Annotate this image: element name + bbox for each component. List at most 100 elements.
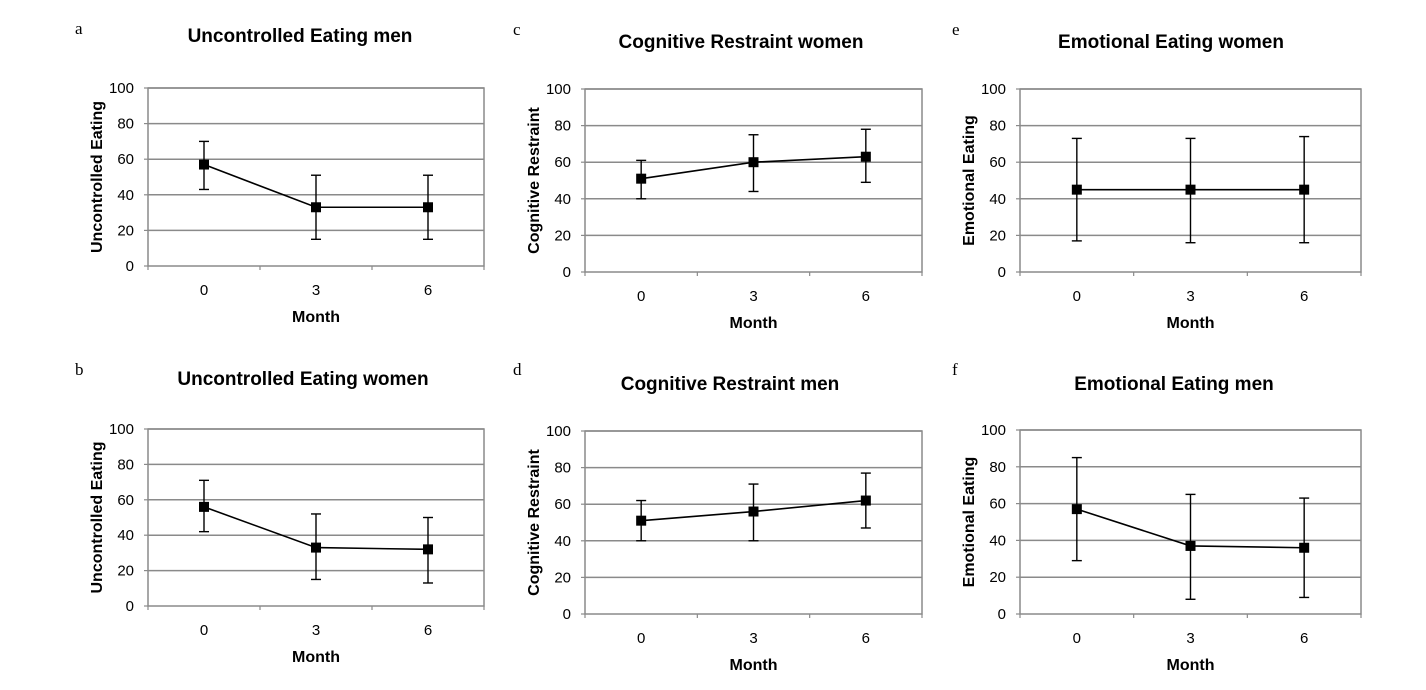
x-axis-label: Month (1167, 315, 1215, 332)
y-tick-label: 40 (554, 533, 571, 550)
y-axis-label: Emotional Eating (961, 457, 978, 588)
y-tick-label: 20 (117, 563, 134, 580)
panel-letter: b (75, 360, 84, 379)
x-axis-label: Month (292, 309, 340, 326)
y-tick-label: 80 (117, 116, 134, 133)
y-tick-label: 0 (126, 598, 134, 615)
chart-title: Uncontrolled Eating men (188, 26, 413, 47)
x-tick-label: 0 (637, 288, 645, 305)
panel-letter: a (75, 19, 83, 38)
data-point-marker (1185, 540, 1196, 551)
x-tick-label: 0 (200, 282, 208, 299)
x-tick-label: 0 (200, 622, 208, 639)
x-tick-label: 6 (424, 282, 432, 299)
x-tick-label: 3 (1186, 288, 1194, 305)
x-axis-label: Month (292, 649, 340, 666)
x-tick-label: 3 (1186, 630, 1194, 647)
chart-panel-f: f Emotional Eating men 0 20 40 60 80 100 0 3 6 Mont… (952, 360, 1362, 674)
data-point-marker (860, 495, 871, 506)
chart-title: Uncontrolled Eating women (177, 369, 428, 390)
x-axis-label: Month (730, 657, 778, 674)
chart-panel-d: d Cognitive Restraint men 0 20 40 60 80 100 0 3 6 M… (513, 360, 923, 674)
x-tick-label: 3 (312, 622, 320, 639)
y-tick-label: 60 (989, 496, 1006, 513)
y-tick-label: 60 (117, 492, 134, 509)
data-point-marker (636, 173, 647, 184)
y-axis-label: Uncontrolled Eating (89, 101, 106, 253)
chart-panel-e: e Emotional Eating women 0 20 40 60 80 100 0 3 6 Mo… (952, 20, 1362, 332)
x-tick-label: 0 (637, 630, 645, 647)
x-axis-label: Month (1167, 657, 1215, 674)
y-axis-label: Uncontrolled Eating (89, 442, 106, 594)
data-point-marker (748, 157, 759, 168)
y-tick-label: 0 (563, 264, 571, 281)
x-tick-label: 6 (862, 288, 870, 305)
y-tick-label: 80 (989, 118, 1006, 135)
y-tick-label: 100 (109, 421, 134, 438)
x-tick-label: 3 (749, 288, 757, 305)
data-point-marker (199, 159, 209, 170)
y-tick-label: 80 (989, 459, 1006, 476)
y-axis-label: Emotional Eating (961, 115, 978, 246)
x-tick-label: 6 (1300, 630, 1308, 647)
y-tick-label: 0 (126, 258, 134, 275)
y-tick-label: 20 (554, 227, 571, 244)
y-tick-label: 40 (989, 191, 1006, 208)
x-axis-label: Month (730, 315, 778, 332)
data-point-marker (636, 515, 647, 526)
y-axis-label: Cognitive Restraint (526, 106, 543, 253)
y-tick-label: 80 (554, 460, 571, 477)
y-tick-label: 20 (554, 569, 571, 586)
panel-letter: e (952, 20, 960, 39)
y-tick-label: 20 (117, 222, 134, 239)
x-tick-label: 6 (1300, 288, 1308, 305)
data-point-marker (1299, 542, 1310, 553)
x-tick-label: 6 (862, 630, 870, 647)
y-tick-label: 40 (117, 187, 134, 204)
data-point-marker (1299, 184, 1310, 195)
y-tick-label: 100 (981, 81, 1006, 98)
x-tick-label: 0 (1073, 630, 1081, 647)
x-tick-label: 3 (749, 630, 757, 647)
x-tick-label: 3 (312, 282, 320, 299)
plot-area-border (1019, 88, 1362, 273)
y-tick-label: 80 (117, 456, 134, 473)
y-tick-label: 20 (989, 569, 1006, 586)
y-tick-label: 40 (989, 532, 1006, 549)
y-tick-label: 0 (998, 606, 1006, 623)
panel-letter: c (513, 20, 521, 39)
data-point-marker (311, 202, 321, 213)
plot-area-border (147, 87, 485, 267)
y-tick-label: 40 (554, 191, 571, 208)
chart-title: Emotional Eating women (1058, 32, 1284, 53)
plot-area-border (1019, 429, 1362, 615)
y-tick-label: 20 (989, 227, 1006, 244)
data-point-marker (748, 506, 759, 517)
y-tick-label: 60 (554, 154, 571, 171)
data-point-marker (423, 544, 433, 555)
plot-area-border (584, 88, 923, 273)
y-tick-label: 80 (554, 118, 571, 135)
y-tick-label: 60 (989, 154, 1006, 171)
plot-area-border (584, 430, 923, 615)
panel-letter: f (952, 360, 958, 379)
y-tick-label: 100 (546, 423, 571, 440)
data-point-marker (1185, 184, 1196, 195)
y-tick-label: 0 (563, 606, 571, 623)
data-point-marker (1071, 504, 1082, 515)
chart-panel-b: b Uncontrolled Eating women 0 20 40 60 80 100 0 3… (75, 360, 485, 666)
data-point-marker (311, 542, 321, 553)
y-tick-label: 0 (998, 264, 1006, 281)
x-tick-label: 6 (424, 622, 432, 639)
data-point-marker (860, 151, 871, 162)
chart-title: Cognitive Restraint men (621, 374, 840, 395)
data-point-marker (1071, 184, 1082, 195)
y-tick-label: 100 (109, 80, 134, 97)
y-tick-label: 100 (981, 422, 1006, 439)
y-tick-label: 40 (117, 527, 134, 544)
y-tick-label: 60 (117, 151, 134, 168)
chart-title: Cognitive Restraint women (619, 32, 864, 53)
panel-letter: d (513, 360, 522, 379)
plot-area-border (147, 428, 485, 607)
